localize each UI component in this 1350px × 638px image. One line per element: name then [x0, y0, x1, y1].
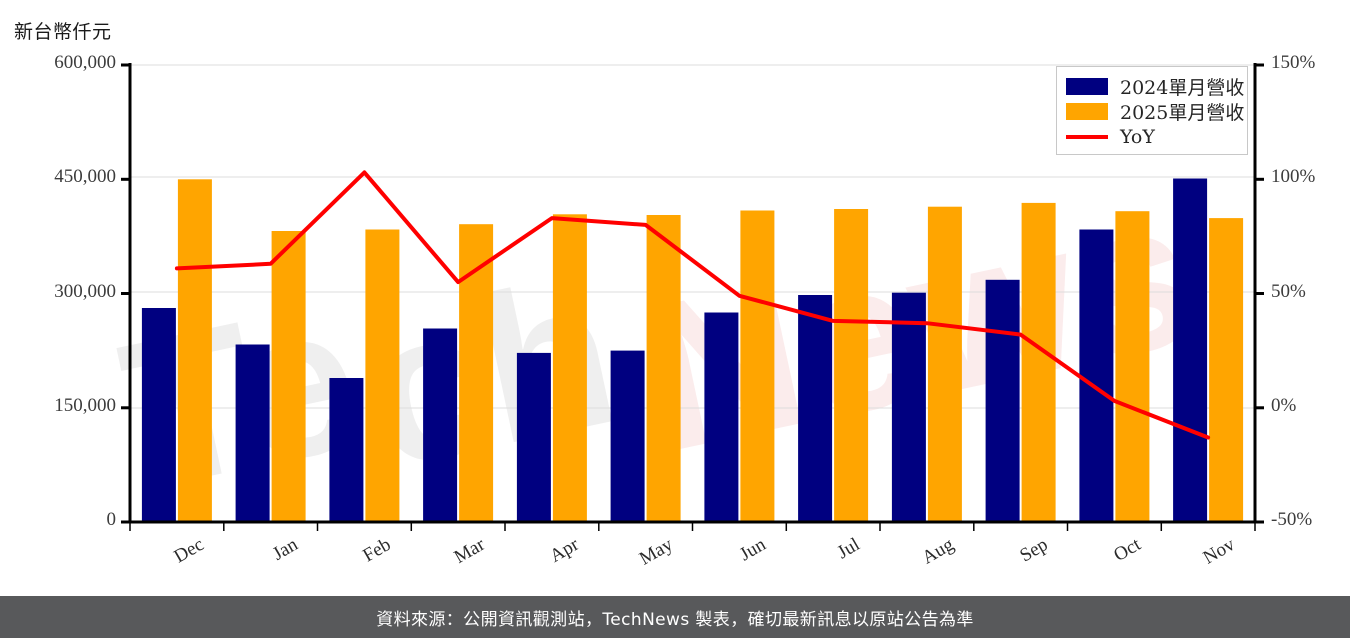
- bar-jan-2024: [235, 344, 270, 522]
- y-tick-label: 450,000: [54, 166, 116, 188]
- bar-jul-2024: [798, 295, 833, 522]
- y2-tick-label: -50%: [1271, 509, 1313, 530]
- y-tick-label: 150,000: [54, 394, 116, 416]
- y-tick-label: 600,000: [54, 52, 116, 73]
- bar-aug-2025: [927, 206, 962, 522]
- y-tick-label: 0: [106, 509, 117, 530]
- bar-dec-2025: [177, 179, 212, 523]
- bar-mar-2025: [459, 224, 494, 522]
- bar-oct-2024: [1079, 229, 1114, 522]
- bar-apr-2024: [516, 352, 551, 522]
- bar-apr-2025: [552, 214, 587, 523]
- legend-item-yoy[interactable]: YoY: [1066, 124, 1238, 149]
- source-footer-text: 資料來源：公開資訊觀測站，TechNews 製表，確切最新訊息以原站公告為準: [376, 609, 974, 630]
- legend-label-2025: 2025單月營收: [1120, 102, 1245, 124]
- y-tick-label: 300,000: [54, 280, 116, 302]
- yoy-line-series: [174, 170, 1211, 440]
- legend-label-yoy: YoY: [1120, 125, 1155, 148]
- legend-item-2025[interactable]: 2025單月營收: [1066, 99, 1244, 124]
- bar-jun-2024: [704, 312, 739, 522]
- gridlines: [130, 64, 1255, 409]
- bar-nov-2024: [1173, 178, 1208, 522]
- y2-tick-label: 0%: [1271, 394, 1297, 416]
- y-axis-unit-label: 新台幣仟元: [14, 21, 112, 43]
- bar-jul-2025: [834, 209, 869, 522]
- bar-oct-2025: [1115, 211, 1150, 522]
- yoy-polyline: [174, 170, 1211, 440]
- bar-series-group: [141, 178, 1244, 523]
- bar-mar-2024: [423, 328, 458, 522]
- y2-tick-label: 50%: [1271, 280, 1306, 302]
- bar-jan-2025: [271, 231, 306, 522]
- bar-feb-2024: [329, 378, 364, 522]
- legend-line-yoy: [1066, 134, 1108, 139]
- bar-may-2025: [646, 215, 681, 522]
- legend-swatch-2024: [1066, 78, 1108, 95]
- bar-dec-2024: [141, 308, 176, 522]
- chart-legend[interactable]: 2024單月營收 2025單月營收 YoY: [1056, 66, 1248, 155]
- axis-ticks: [121, 63, 1264, 531]
- bar-sep-2024: [985, 279, 1020, 522]
- bar-may-2024: [610, 350, 645, 522]
- bar-jun-2025: [740, 210, 775, 522]
- source-footer: 資料來源：公開資訊觀測站，TechNews 製表，確切最新訊息以原站公告為準: [0, 596, 1350, 638]
- y2-tick-label: 100%: [1271, 166, 1316, 188]
- y2-tick-label: 150%: [1271, 52, 1316, 73]
- bar-feb-2025: [365, 229, 400, 522]
- legend-swatch-2025: [1066, 103, 1108, 120]
- plot-area: [121, 63, 1264, 531]
- bar-aug-2024: [891, 292, 926, 522]
- bar-nov-2025: [1209, 218, 1244, 522]
- legend-label-2024: 2024單月營收: [1120, 77, 1245, 99]
- bar-sep-2025: [1021, 202, 1056, 522]
- legend-item-2024[interactable]: 2024單月營收: [1066, 74, 1244, 99]
